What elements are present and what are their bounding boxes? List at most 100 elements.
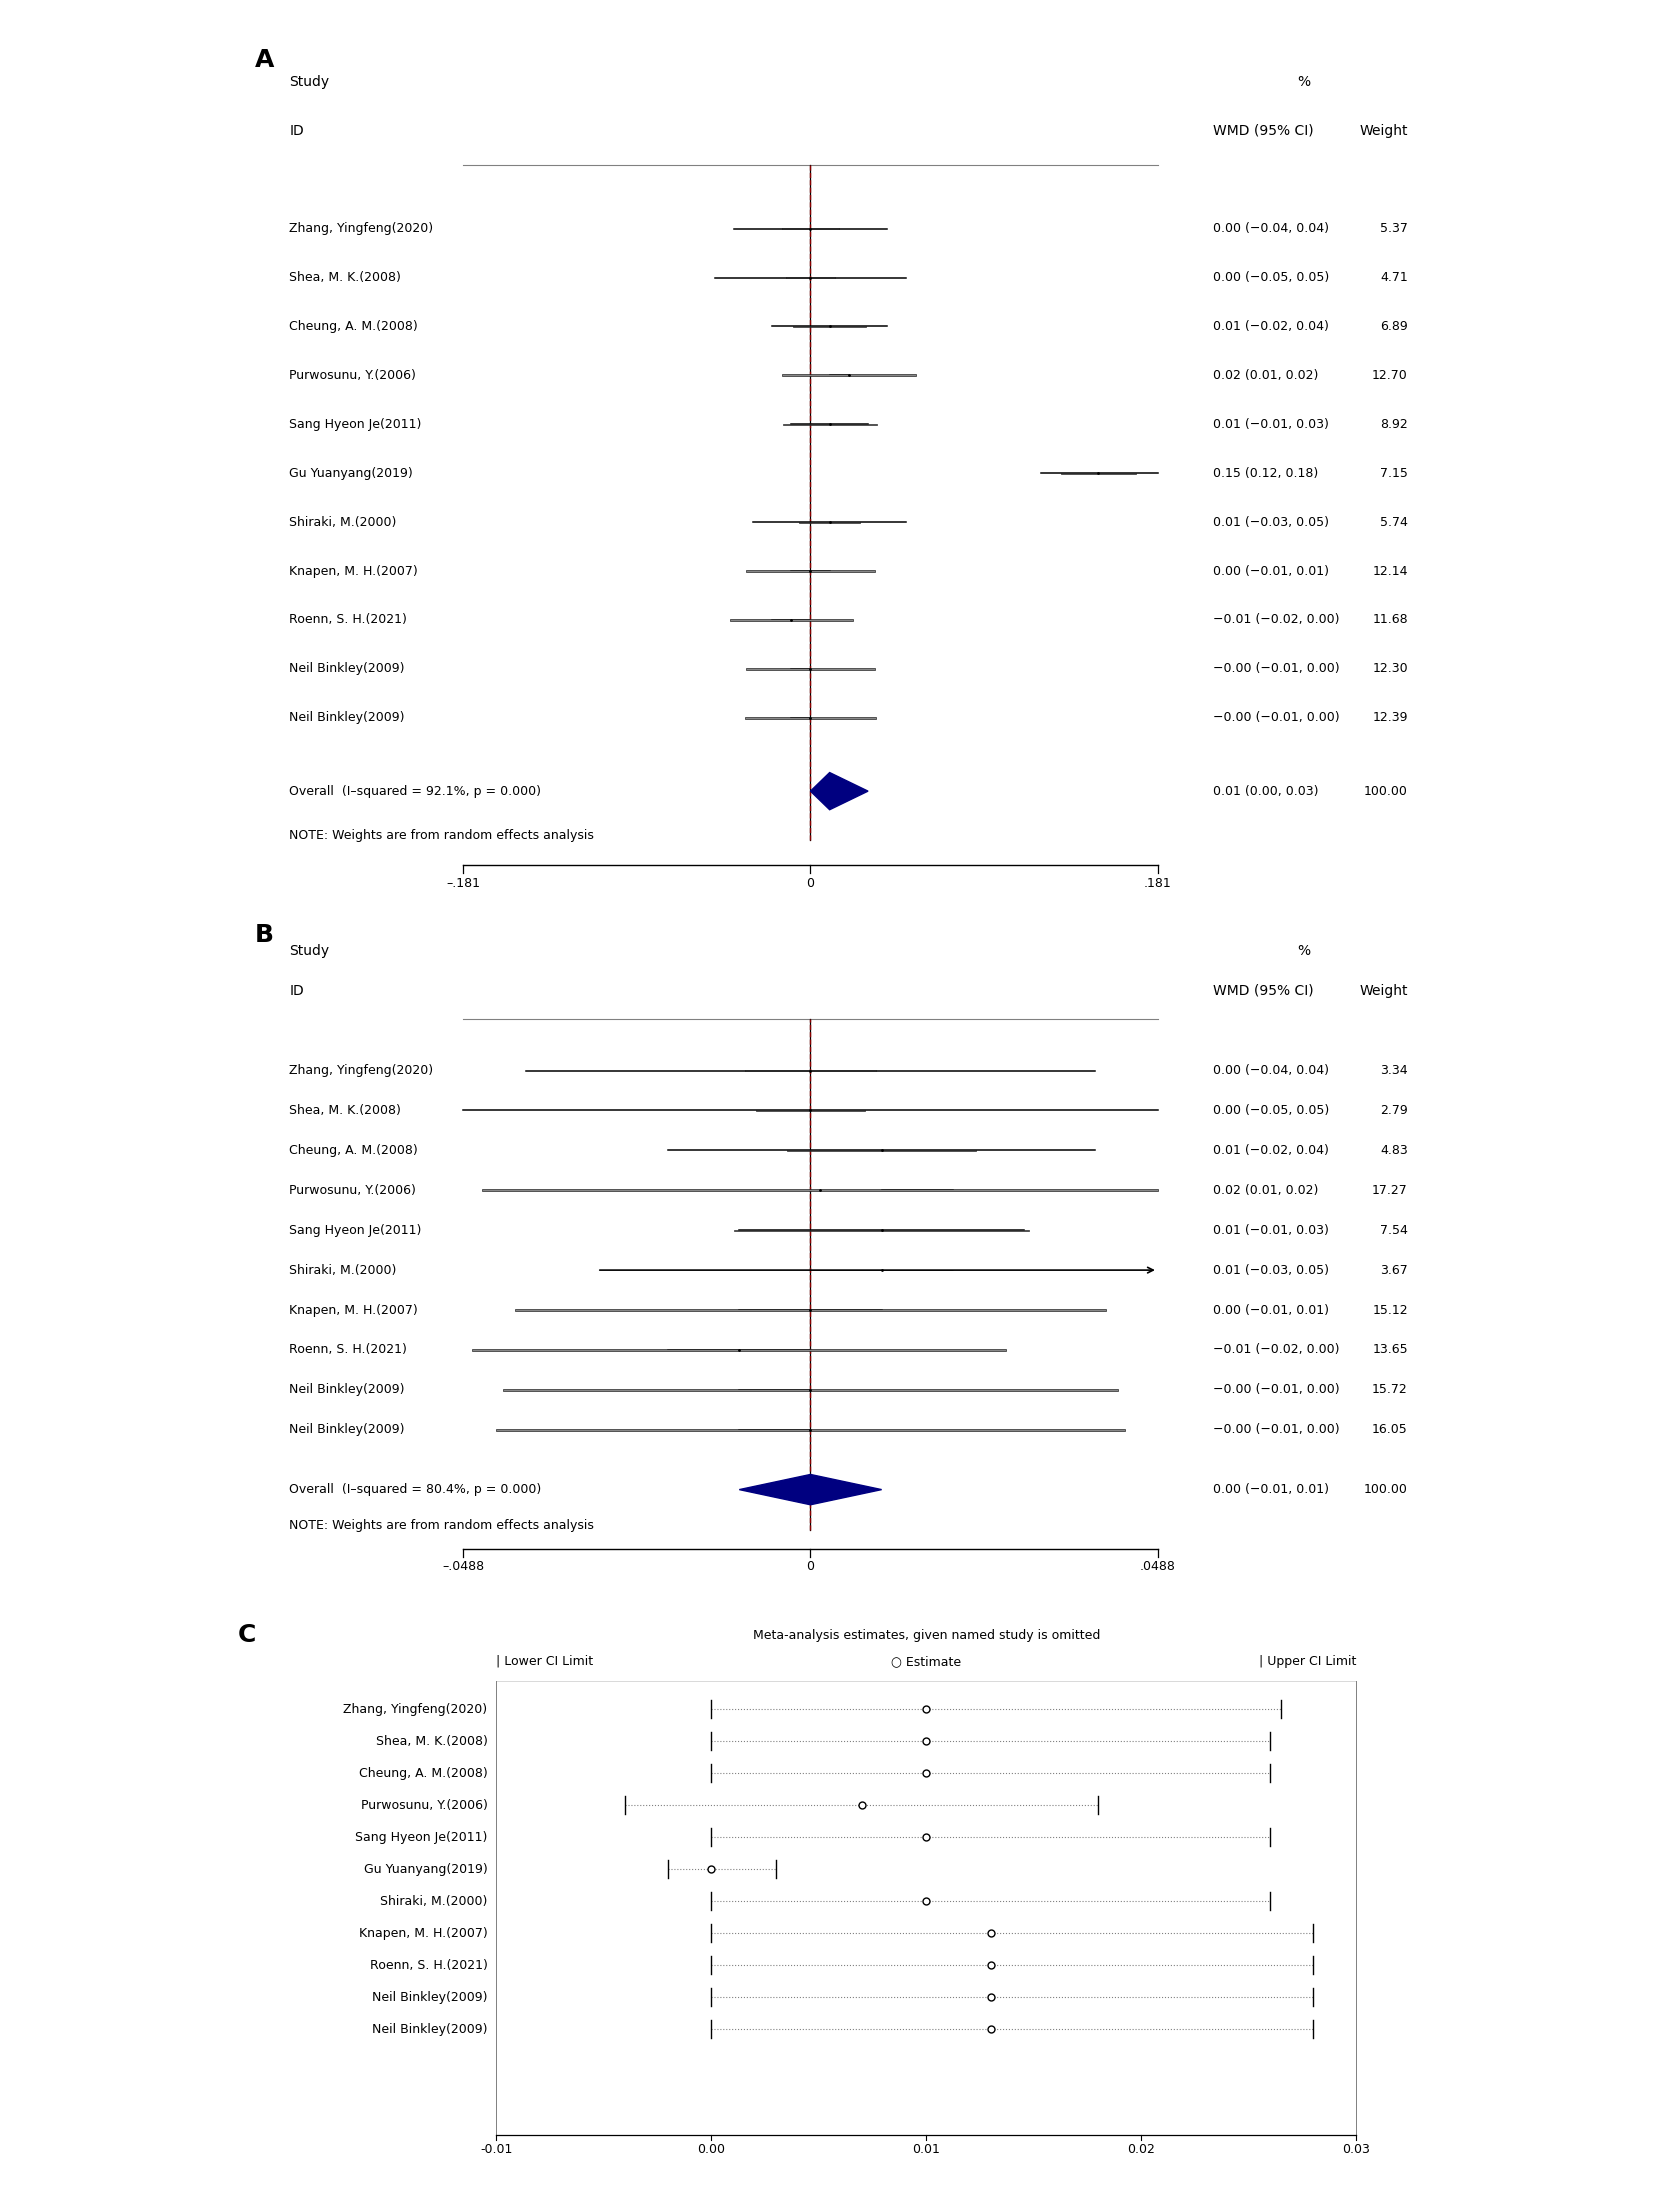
Text: NOTE: Weights are from random effects analysis: NOTE: Weights are from random effects an…	[289, 1519, 594, 1532]
Text: Weight: Weight	[1360, 983, 1408, 999]
Text: Neil Binkley(2009): Neil Binkley(2009)	[289, 1383, 405, 1396]
Text: 100.00: 100.00	[1365, 784, 1408, 797]
Text: Roenn, S. H.(2021): Roenn, S. H.(2021)	[289, 612, 407, 626]
Text: %: %	[1297, 944, 1310, 957]
Text: Shea, M. K.(2008): Shea, M. K.(2008)	[289, 1104, 402, 1117]
Polygon shape	[739, 1475, 882, 1506]
Text: Zhang, Yingfeng(2020): Zhang, Yingfeng(2020)	[289, 222, 433, 235]
Text: –.181: –.181	[447, 878, 480, 891]
Text: Cheung, A. M.(2008): Cheung, A. M.(2008)	[359, 1767, 488, 1780]
Text: Gu Yuanyang(2019): Gu Yuanyang(2019)	[364, 1864, 488, 1877]
Text: 0.00 (−0.01, 0.01): 0.00 (−0.01, 0.01)	[1214, 564, 1330, 577]
Text: 13.65: 13.65	[1373, 1343, 1408, 1357]
Text: 17.27: 17.27	[1373, 1183, 1408, 1196]
Text: Zhang, Yingfeng(2020): Zhang, Yingfeng(2020)	[344, 1703, 488, 1716]
Text: Overall  (I–squared = 92.1%, p = 0.000): Overall (I–squared = 92.1%, p = 0.000)	[289, 784, 541, 797]
Text: 0: 0	[807, 1561, 814, 1574]
Text: 100.00: 100.00	[1365, 1484, 1408, 1497]
Text: −0.00 (−0.01, 0.00): −0.00 (−0.01, 0.00)	[1214, 1422, 1340, 1436]
Text: 0.00 (−0.05, 0.05): 0.00 (−0.05, 0.05)	[1214, 270, 1330, 283]
Text: 0.01 (−0.01, 0.03): 0.01 (−0.01, 0.03)	[1214, 417, 1330, 430]
Text: Study: Study	[289, 75, 329, 88]
Text: 0.00: 0.00	[698, 2142, 724, 2155]
Text: A: A	[255, 48, 275, 72]
Text: 8.92: 8.92	[1379, 417, 1408, 430]
Text: 5.37: 5.37	[1379, 222, 1408, 235]
Text: 0.00 (−0.01, 0.01): 0.00 (−0.01, 0.01)	[1214, 1484, 1330, 1497]
Text: 16.05: 16.05	[1373, 1422, 1408, 1436]
Text: 15.12: 15.12	[1373, 1304, 1408, 1317]
Text: −0.00 (−0.01, 0.00): −0.00 (−0.01, 0.00)	[1214, 711, 1340, 724]
Text: Neil Binkley(2009): Neil Binkley(2009)	[289, 711, 405, 724]
Text: B: B	[255, 922, 273, 946]
Text: Cheung, A. M.(2008): Cheung, A. M.(2008)	[289, 320, 418, 334]
Text: 12.30: 12.30	[1373, 663, 1408, 676]
Text: 0.01: 0.01	[913, 2142, 939, 2155]
Text: 0.00 (−0.04, 0.04): 0.00 (−0.04, 0.04)	[1214, 222, 1330, 235]
Text: 15.72: 15.72	[1373, 1383, 1408, 1396]
Text: NOTE: Weights are from random effects analysis: NOTE: Weights are from random effects an…	[289, 830, 594, 841]
Text: Meta-analysis estimates, given named study is omitted: Meta-analysis estimates, given named stu…	[753, 1629, 1100, 1642]
Text: WMD (95% CI): WMD (95% CI)	[1214, 983, 1313, 999]
Text: 3.67: 3.67	[1379, 1264, 1408, 1277]
Text: 0.03: 0.03	[1343, 2142, 1370, 2155]
Text: 4.71: 4.71	[1379, 270, 1408, 283]
Text: Roenn, S. H.(2021): Roenn, S. H.(2021)	[289, 1343, 407, 1357]
Text: Shiraki, M.(2000): Shiraki, M.(2000)	[289, 516, 397, 529]
Text: −0.01 (−0.02, 0.00): −0.01 (−0.02, 0.00)	[1214, 612, 1340, 626]
Text: Shea, M. K.(2008): Shea, M. K.(2008)	[375, 1734, 488, 1747]
Text: 2.79: 2.79	[1379, 1104, 1408, 1117]
Text: Purwosunu, Y.(2006): Purwosunu, Y.(2006)	[289, 1183, 417, 1196]
Text: Overall  (I–squared = 80.4%, p = 0.000): Overall (I–squared = 80.4%, p = 0.000)	[289, 1484, 543, 1497]
Text: 0.15 (0.12, 0.18): 0.15 (0.12, 0.18)	[1214, 468, 1318, 481]
Text: Knapen, M. H.(2007): Knapen, M. H.(2007)	[359, 1927, 488, 1940]
Text: 0.01 (−0.01, 0.03): 0.01 (−0.01, 0.03)	[1214, 1223, 1330, 1236]
Text: −0.00 (−0.01, 0.00): −0.00 (−0.01, 0.00)	[1214, 663, 1340, 676]
Text: 0.01 (−0.03, 0.05): 0.01 (−0.03, 0.05)	[1214, 516, 1330, 529]
Polygon shape	[810, 773, 868, 810]
Text: ID: ID	[289, 123, 304, 138]
Text: 0.00 (−0.05, 0.05): 0.00 (−0.05, 0.05)	[1214, 1104, 1330, 1117]
Text: –.0488: –.0488	[442, 1561, 485, 1574]
Text: 0.00 (−0.04, 0.04): 0.00 (−0.04, 0.04)	[1214, 1065, 1330, 1078]
Text: | Upper CI Limit: | Upper CI Limit	[1259, 1655, 1356, 1668]
Text: Neil Binkley(2009): Neil Binkley(2009)	[372, 2024, 488, 2037]
Text: 12.14: 12.14	[1373, 564, 1408, 577]
Text: Purwosunu, Y.(2006): Purwosunu, Y.(2006)	[289, 369, 417, 382]
Text: 0.01 (−0.02, 0.04): 0.01 (−0.02, 0.04)	[1214, 1144, 1330, 1157]
Text: Sang Hyeon Je(2011): Sang Hyeon Je(2011)	[289, 417, 422, 430]
Text: 0.01 (−0.03, 0.05): 0.01 (−0.03, 0.05)	[1214, 1264, 1330, 1277]
Text: 0.02: 0.02	[1128, 2142, 1154, 2155]
Text: Zhang, Yingfeng(2020): Zhang, Yingfeng(2020)	[289, 1065, 433, 1078]
Text: −0.00 (−0.01, 0.00): −0.00 (−0.01, 0.00)	[1214, 1383, 1340, 1396]
Text: Study: Study	[289, 944, 329, 957]
Text: | Lower CI Limit: | Lower CI Limit	[496, 1655, 594, 1668]
Text: Cheung, A. M.(2008): Cheung, A. M.(2008)	[289, 1144, 418, 1157]
Text: 11.68: 11.68	[1373, 612, 1408, 626]
Text: Shea, M. K.(2008): Shea, M. K.(2008)	[289, 270, 402, 283]
Text: Sang Hyeon Je(2011): Sang Hyeon Je(2011)	[289, 1223, 422, 1236]
Text: Neil Binkley(2009): Neil Binkley(2009)	[289, 1422, 405, 1436]
Text: 4.83: 4.83	[1379, 1144, 1408, 1157]
Text: 0.00 (−0.01, 0.01): 0.00 (−0.01, 0.01)	[1214, 1304, 1330, 1317]
Text: Gu Yuanyang(2019): Gu Yuanyang(2019)	[289, 468, 414, 481]
Text: Shiraki, M.(2000): Shiraki, M.(2000)	[289, 1264, 397, 1277]
Text: Neil Binkley(2009): Neil Binkley(2009)	[289, 663, 405, 676]
Text: WMD (95% CI): WMD (95% CI)	[1214, 123, 1313, 138]
Text: 5.74: 5.74	[1379, 516, 1408, 529]
Text: Shiraki, M.(2000): Shiraki, M.(2000)	[380, 1894, 488, 1907]
Text: ID: ID	[289, 983, 304, 999]
Text: Roenn, S. H.(2021): Roenn, S. H.(2021)	[370, 1958, 488, 1971]
Text: 7.15: 7.15	[1379, 468, 1408, 481]
Text: C: C	[238, 1622, 256, 1646]
Text: -0.01: -0.01	[480, 2142, 513, 2155]
Text: Knapen, M. H.(2007): Knapen, M. H.(2007)	[289, 1304, 418, 1317]
Text: .0488: .0488	[1140, 1561, 1176, 1574]
Text: Weight: Weight	[1360, 123, 1408, 138]
Text: 0.01 (0.00, 0.03): 0.01 (0.00, 0.03)	[1214, 784, 1318, 797]
Text: 0: 0	[807, 878, 814, 891]
Text: 7.54: 7.54	[1379, 1223, 1408, 1236]
Text: 3.34: 3.34	[1379, 1065, 1408, 1078]
Text: Purwosunu, Y.(2006): Purwosunu, Y.(2006)	[361, 1800, 488, 1811]
Text: 12.70: 12.70	[1373, 369, 1408, 382]
